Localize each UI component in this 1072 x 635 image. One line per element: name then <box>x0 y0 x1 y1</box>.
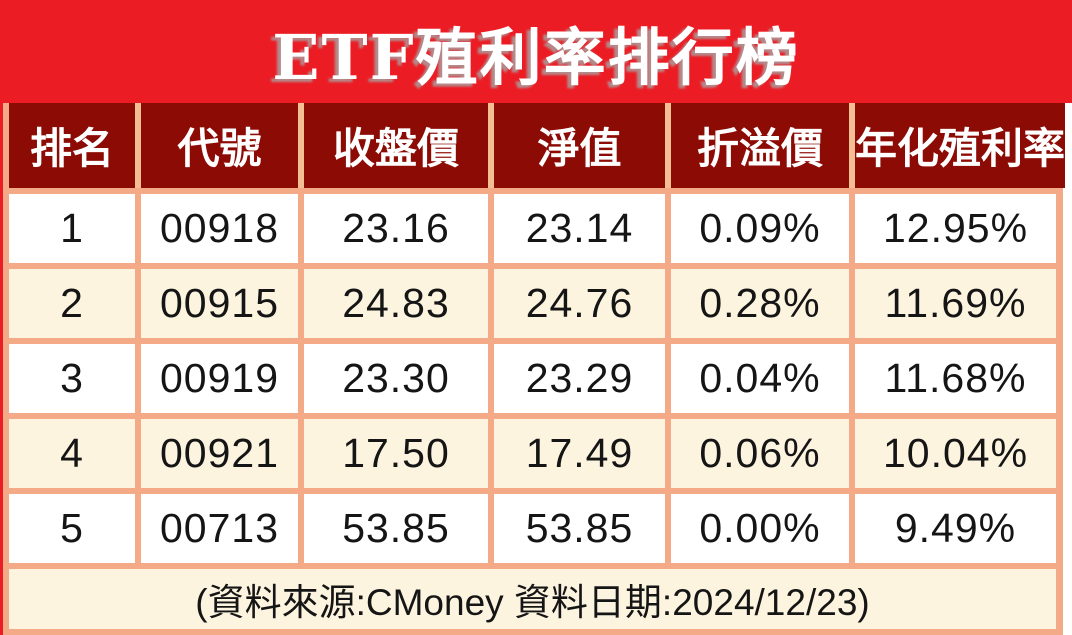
cell-premium-discount: 0.00% <box>671 494 849 563</box>
cell-nav: 23.29 <box>494 344 665 413</box>
cell-premium-discount: 0.04% <box>671 344 849 413</box>
cell-code: 00918 <box>141 194 298 263</box>
column-header-rank: 排名 <box>9 103 135 188</box>
cell-code: 00915 <box>141 269 298 338</box>
cell-code: 00919 <box>141 344 298 413</box>
column-header-code: 代號 <box>141 103 298 188</box>
cell-annualized-yield: 10.04% <box>855 419 1056 488</box>
column-header-close-price: 收盤價 <box>304 103 488 188</box>
cell-code: 00713 <box>141 494 298 563</box>
cell-annualized-yield: 11.68% <box>855 344 1056 413</box>
left-red-edge <box>0 0 3 635</box>
cell-rank: 2 <box>9 269 135 338</box>
etf-ranking-table: 排名 代號 收盤價 淨值 折溢價 年化殖利率 1 00918 23.16 23.… <box>3 103 1066 635</box>
page-title: ETF殖利率排行榜 <box>272 20 800 94</box>
column-header-annualized-yield: 年化殖利率 <box>855 103 1066 188</box>
cell-close-price: 24.83 <box>304 269 488 338</box>
cell-close-price: 23.30 <box>304 344 488 413</box>
cell-code: 00921 <box>141 419 298 488</box>
cell-rank: 3 <box>9 344 135 413</box>
table-body: 1 00918 23.16 23.14 0.09% 12.95% 2 00915… <box>9 188 1056 629</box>
cell-premium-discount: 0.28% <box>671 269 849 338</box>
cell-rank: 4 <box>9 419 135 488</box>
cell-annualized-yield: 9.49% <box>855 494 1056 563</box>
title-banner: ETF殖利率排行榜 <box>0 0 1072 103</box>
cell-close-price: 23.16 <box>304 194 488 263</box>
cell-annualized-yield: 12.95% <box>855 194 1056 263</box>
column-header-premium-discount: 折溢價 <box>671 103 849 188</box>
cell-nav: 17.49 <box>494 419 665 488</box>
cell-close-price: 17.50 <box>304 419 488 488</box>
cell-nav: 53.85 <box>494 494 665 563</box>
cell-premium-discount: 0.06% <box>671 419 849 488</box>
source-note: (資料來源:CMoney 資料日期:2024/12/23) <box>9 569 1056 629</box>
cell-rank: 1 <box>9 194 135 263</box>
cell-premium-discount: 0.09% <box>671 194 849 263</box>
table-header-row: 排名 代號 收盤價 淨值 折溢價 年化殖利率 <box>9 103 1066 188</box>
cell-annualized-yield: 11.69% <box>855 269 1056 338</box>
cell-rank: 5 <box>9 494 135 563</box>
cell-close-price: 53.85 <box>304 494 488 563</box>
cell-nav: 24.76 <box>494 269 665 338</box>
column-header-nav: 淨值 <box>494 103 665 188</box>
cell-nav: 23.14 <box>494 194 665 263</box>
